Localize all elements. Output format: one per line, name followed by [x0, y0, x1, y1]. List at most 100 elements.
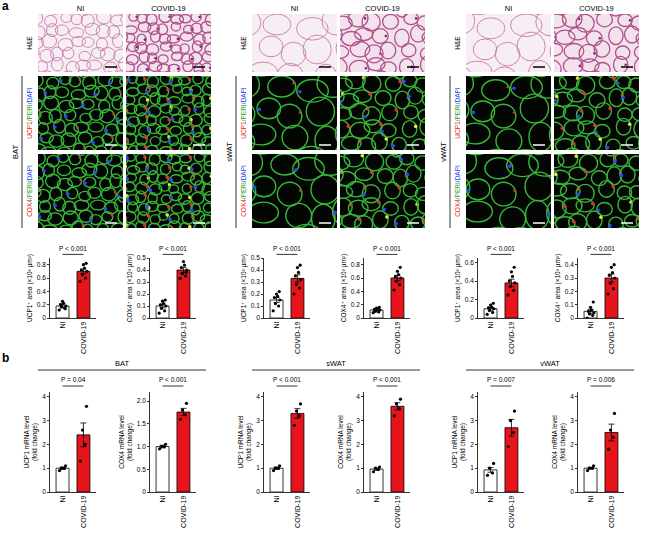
svg-text:COVID-19: COVID-19 — [80, 496, 87, 528]
svg-text:1: 1 — [42, 464, 46, 471]
svg-text:P < 0.001: P < 0.001 — [159, 376, 187, 383]
svg-text:H&E: H&E — [240, 36, 247, 50]
svg-text:0.2: 0.2 — [137, 290, 146, 297]
svg-text:COVID-19: COVID-19 — [508, 496, 515, 528]
svg-text:0.3: 0.3 — [137, 278, 146, 285]
svg-text:0.3: 0.3 — [565, 274, 574, 281]
svg-text:P < 0.001: P < 0.001 — [373, 245, 401, 252]
svg-text:COX4 mRNA level(fold change): COX4 mRNA level(fold change) — [337, 415, 353, 469]
svg-text:0.8: 0.8 — [351, 261, 360, 268]
svg-text:vWAT: vWAT — [540, 359, 560, 368]
svg-text:NI: NI — [159, 496, 166, 503]
svg-text:H&E: H&E — [454, 36, 461, 50]
svg-text:P = 0.04: P = 0.04 — [61, 376, 86, 383]
svg-text:COVID-19: COVID-19 — [608, 322, 615, 354]
svg-text:2.0: 2.0 — [137, 397, 146, 404]
svg-text:UCP1/PERI/DAPI: UCP1/PERI/DAPI — [26, 87, 33, 138]
svg-text:COVID-19: COVID-19 — [394, 322, 401, 354]
svg-text:P < 0.001: P < 0.001 — [159, 245, 187, 252]
svg-text:COVID-19: COVID-19 — [608, 496, 615, 528]
svg-text:0: 0 — [142, 314, 146, 321]
svg-text:0.4: 0.4 — [251, 266, 260, 273]
svg-text:0.2: 0.2 — [565, 288, 574, 295]
svg-text:COVID-19: COVID-19 — [365, 4, 400, 13]
svg-text:UCP1 mRNA level(fold change): UCP1 mRNA level(fold change) — [451, 415, 467, 469]
svg-text:COVID-19: COVID-19 — [579, 4, 614, 13]
svg-text:0.1: 0.1 — [565, 301, 574, 308]
svg-text:4: 4 — [356, 393, 360, 400]
svg-text:2: 2 — [570, 441, 574, 448]
svg-text:P < 0.001: P < 0.001 — [587, 245, 615, 252]
svg-text:3: 3 — [470, 417, 474, 424]
svg-text:sWAT: sWAT — [225, 142, 234, 162]
svg-text:NI: NI — [373, 496, 380, 503]
svg-text:P < 0.001: P < 0.001 — [373, 376, 401, 383]
svg-text:3: 3 — [356, 417, 360, 424]
svg-text:COX4/PERI/DAPI: COX4/PERI/DAPI — [240, 165, 247, 217]
svg-text:3: 3 — [256, 417, 260, 424]
svg-text:COVID-19: COVID-19 — [294, 496, 301, 528]
svg-text:1: 1 — [356, 464, 360, 471]
svg-text:0: 0 — [142, 488, 146, 495]
svg-text:P < 0.001: P < 0.001 — [487, 245, 515, 252]
svg-text:2: 2 — [256, 441, 260, 448]
svg-text:COX4⁺ area (×10³ µm²): COX4⁺ area (×10³ µm²) — [340, 254, 348, 322]
svg-text:4: 4 — [470, 393, 474, 400]
svg-text:NI: NI — [159, 322, 166, 329]
svg-text:UCP1 mRNA level(fold change): UCP1 mRNA level(fold change) — [237, 415, 253, 469]
svg-text:1.5: 1.5 — [137, 420, 146, 427]
svg-text:NI: NI — [587, 496, 594, 503]
svg-text:0: 0 — [42, 488, 46, 495]
svg-text:2: 2 — [470, 441, 474, 448]
svg-text:vWAT: vWAT — [439, 142, 448, 162]
svg-text:UCP1/PERI/DAPI: UCP1/PERI/DAPI — [240, 87, 247, 138]
svg-text:0: 0 — [256, 314, 260, 321]
svg-text:0.2: 0.2 — [465, 296, 474, 303]
svg-text:UCP1⁺ area (×10³ µm²): UCP1⁺ area (×10³ µm²) — [454, 254, 462, 322]
svg-text:P < 0.001: P < 0.001 — [59, 245, 87, 252]
svg-text:0.2: 0.2 — [351, 301, 360, 308]
svg-text:0.4: 0.4 — [465, 277, 474, 284]
svg-text:4: 4 — [256, 393, 260, 400]
svg-text:2: 2 — [356, 441, 360, 448]
svg-text:0.6: 0.6 — [37, 274, 46, 281]
svg-text:4: 4 — [570, 393, 574, 400]
svg-text:4: 4 — [42, 393, 46, 400]
svg-text:COX4/PERI/DAPI: COX4/PERI/DAPI — [26, 165, 33, 217]
svg-text:COX4 mRNA level(fold change): COX4 mRNA level(fold change) — [551, 415, 567, 469]
svg-text:COVID-19: COVID-19 — [180, 496, 187, 528]
svg-text:UCP1 mRNA level(fold change): UCP1 mRNA level(fold change) — [23, 415, 39, 469]
svg-text:UCP1⁺ area (×10³ µm²): UCP1⁺ area (×10³ µm²) — [240, 254, 248, 322]
svg-text:0.5: 0.5 — [137, 466, 146, 473]
svg-text:NI: NI — [487, 496, 494, 503]
svg-text:0: 0 — [470, 488, 474, 495]
svg-text:NI: NI — [487, 322, 494, 329]
svg-text:0.6: 0.6 — [351, 274, 360, 281]
svg-text:0.2: 0.2 — [251, 290, 260, 297]
svg-text:1: 1 — [470, 464, 474, 471]
svg-text:NI: NI — [273, 496, 280, 503]
svg-text:0: 0 — [42, 314, 46, 321]
svg-text:0.8: 0.8 — [37, 261, 46, 268]
svg-text:COVID-19: COVID-19 — [394, 496, 401, 528]
svg-text:1.0: 1.0 — [137, 443, 146, 450]
svg-text:0.1: 0.1 — [251, 302, 260, 309]
svg-text:COVID-19: COVID-19 — [508, 322, 515, 354]
svg-text:0.4: 0.4 — [37, 288, 46, 295]
svg-text:COVID-19: COVID-19 — [180, 322, 187, 354]
svg-text:P = 0.006: P = 0.006 — [587, 376, 615, 383]
svg-text:NI: NI — [291, 4, 299, 13]
svg-text:a: a — [2, 0, 9, 13]
svg-text:NI: NI — [77, 4, 85, 13]
svg-text:0: 0 — [356, 314, 360, 321]
svg-text:BAT: BAT — [115, 359, 129, 368]
svg-text:0: 0 — [570, 488, 574, 495]
svg-text:sWAT: sWAT — [326, 359, 346, 368]
svg-text:3: 3 — [42, 417, 46, 424]
svg-text:2: 2 — [42, 441, 46, 448]
svg-text:0.4: 0.4 — [565, 261, 574, 268]
svg-text:P < 0.001: P < 0.001 — [273, 376, 301, 383]
svg-text:NI: NI — [273, 322, 280, 329]
svg-text:1: 1 — [570, 464, 574, 471]
svg-text:b: b — [2, 351, 9, 365]
